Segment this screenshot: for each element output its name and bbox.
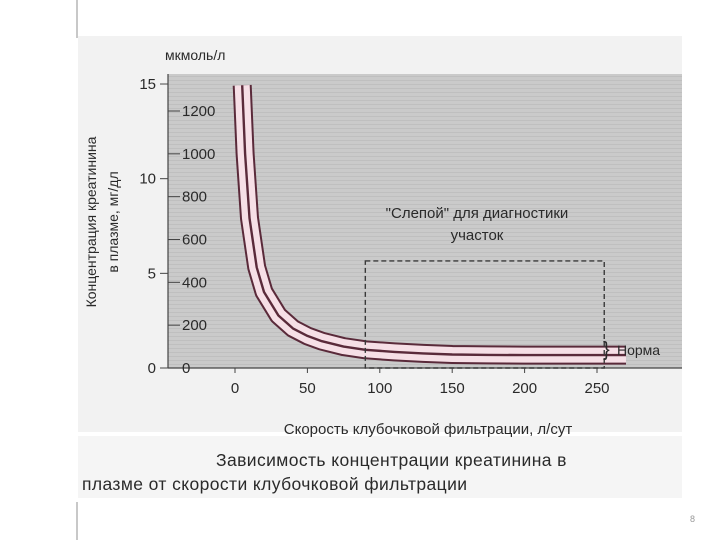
y-tick-label: 5	[148, 265, 156, 282]
y2-axis-unit: мкмоль/л	[165, 47, 225, 63]
slide-divider-bottom	[76, 502, 78, 540]
blind-region-label-1: "Слепой" для диагностики	[386, 205, 569, 222]
slide-divider-top	[76, 0, 78, 38]
caption-line-2: плазме от скорости клубочковой фильтраци…	[82, 474, 468, 494]
x-tick-label: 200	[512, 380, 537, 397]
y2-tick-label: 400	[182, 274, 207, 291]
curve-line	[241, 85, 626, 357]
y2-tick-label: 1200	[182, 103, 215, 120]
y-axis-label-line1: Концентрация креатинина	[83, 136, 99, 307]
page-number: 8	[690, 514, 696, 524]
y2-tick-label: 1000	[182, 146, 215, 163]
x-tick-label: 0	[231, 380, 239, 397]
y-tick-label: 0	[148, 360, 156, 377]
y-tick-label: 15	[139, 76, 156, 93]
norm-label: Норма	[617, 342, 660, 358]
caption-panel	[78, 436, 682, 498]
y2-tick-label: 0	[182, 360, 190, 377]
caption-line-1: Зависимость концентрации креатинина в	[216, 450, 567, 470]
y2-tick-label: 600	[182, 232, 207, 249]
x-tick-label: 100	[367, 380, 392, 397]
y2-tick-label: 800	[182, 189, 207, 206]
x-tick-label: 50	[299, 380, 316, 397]
norm-brace: }	[603, 339, 610, 361]
y-axis-label-line2: в плазме, мг/дл	[105, 171, 121, 272]
y2-tick-label: 200	[182, 317, 207, 334]
x-axis-label: Скорость клубочковой фильтрации, л/сут	[284, 421, 573, 438]
blind-region-box	[364, 260, 605, 369]
figure-caption: Зависимость концентрации креатинина в пл…	[82, 448, 682, 496]
x-tick-label: 150	[440, 380, 465, 397]
x-tick-label: 250	[584, 380, 609, 397]
blind-region-label-2: участок	[451, 227, 504, 244]
y-tick-label: 10	[139, 171, 156, 188]
